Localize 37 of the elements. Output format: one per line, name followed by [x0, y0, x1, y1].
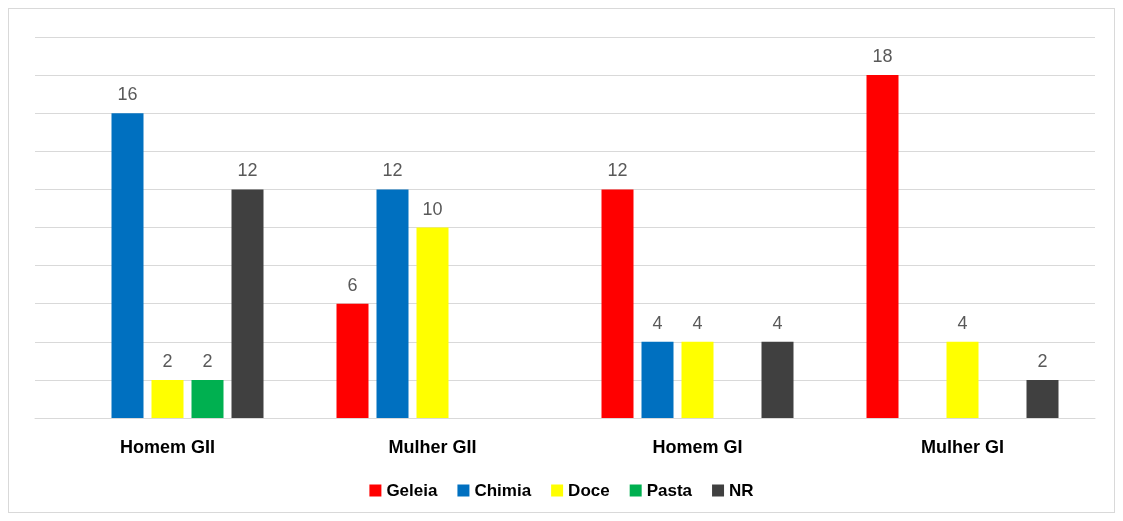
data-label: 6: [347, 274, 358, 295]
x-tick-label: Homem GI: [652, 437, 743, 457]
x-tick-label: Mulher GII: [388, 437, 477, 457]
data-label: 4: [692, 312, 703, 333]
legend-label: Pasta: [646, 481, 693, 500]
data-label: 2: [202, 350, 213, 371]
data-label: 18: [872, 46, 893, 67]
bar: [761, 341, 794, 418]
bar: [416, 227, 449, 418]
legend-label: Doce: [568, 481, 610, 500]
bar: [151, 379, 184, 418]
x-tick-label: Homem GII: [119, 437, 216, 457]
legend-label: Geleia: [386, 481, 438, 500]
bar: [866, 75, 899, 418]
data-label: 10: [422, 198, 443, 219]
bar: [336, 303, 369, 418]
bar: [231, 189, 264, 418]
data-label: 4: [957, 312, 968, 333]
legend-label: Chimia: [474, 481, 532, 500]
data-label: 16: [117, 84, 138, 105]
bar: [681, 341, 714, 418]
legend-label: NR: [729, 481, 754, 500]
bar: [946, 341, 979, 418]
data-label: 2: [162, 350, 173, 371]
data-label: 12: [382, 160, 403, 181]
data-label: 4: [652, 312, 663, 333]
x-tick-label: Mulher GI: [920, 437, 1005, 457]
data-label: 2: [1037, 350, 1048, 371]
data-label: 4: [772, 312, 783, 333]
bar: [376, 189, 409, 418]
bar: [191, 379, 224, 418]
data-label: 12: [237, 160, 258, 181]
bar: [601, 189, 634, 418]
data-label: 12: [607, 160, 628, 181]
bar: [1026, 379, 1059, 418]
bar: [641, 341, 674, 418]
bar: [111, 113, 144, 418]
